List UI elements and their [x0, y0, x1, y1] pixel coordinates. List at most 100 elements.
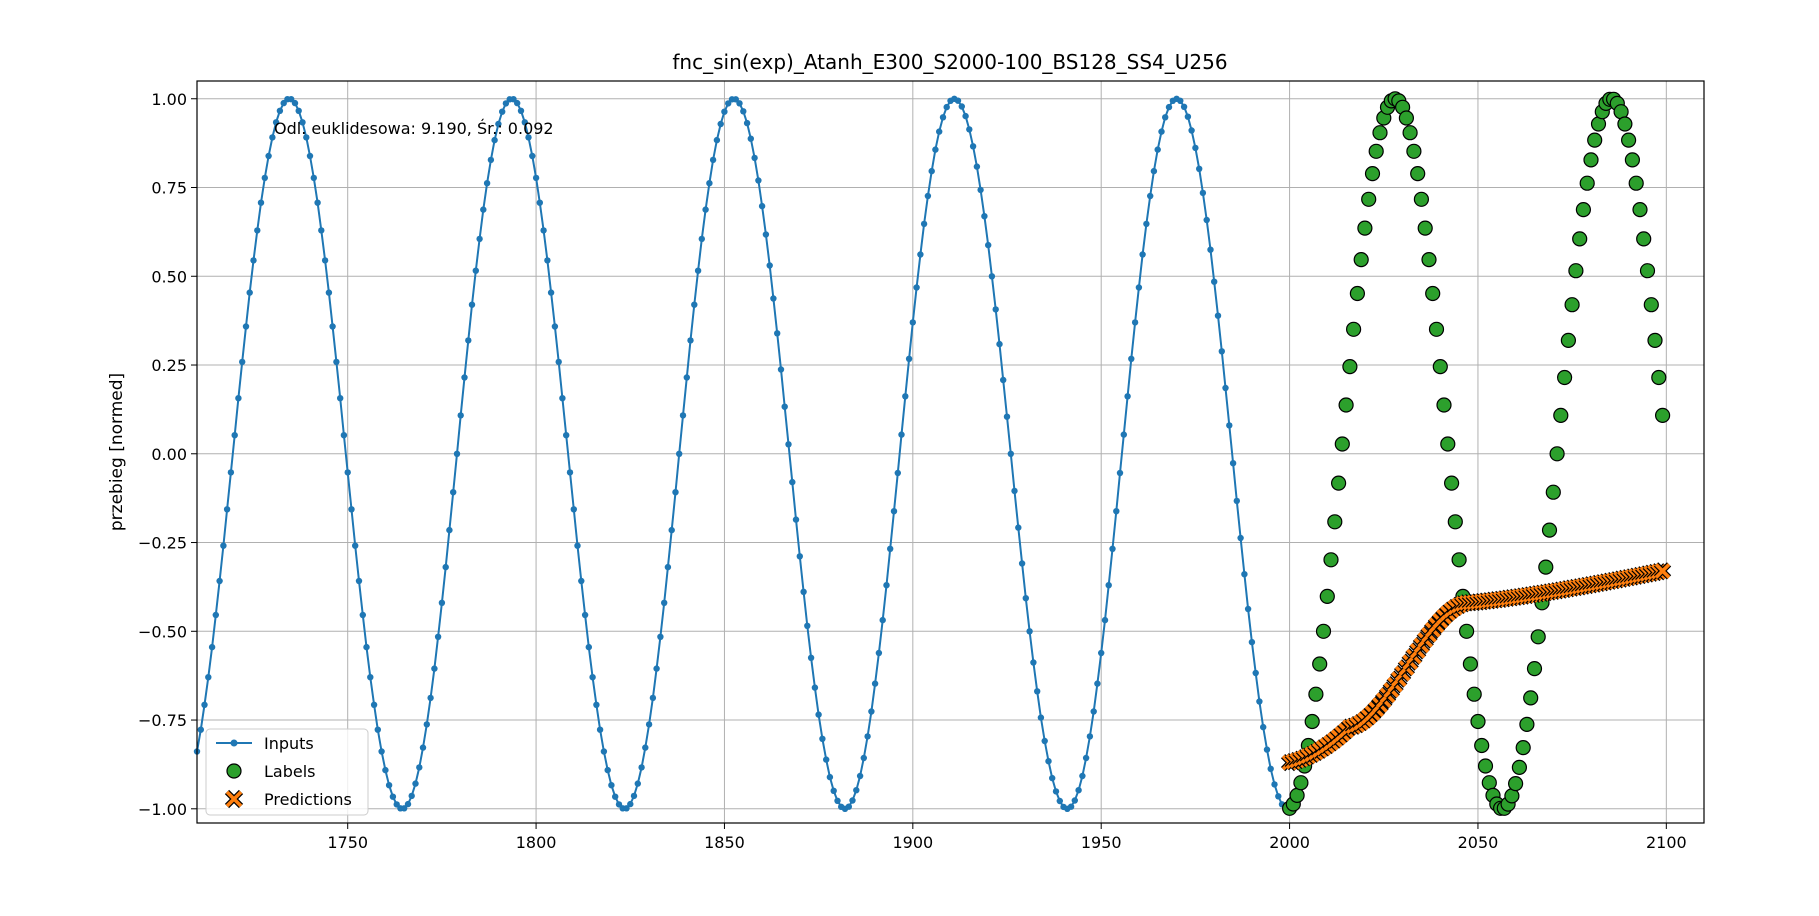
- inputs-point: [627, 800, 634, 808]
- distance-annotation: Odl. euklidesowa: 9.190, Śr.: 0.092: [274, 119, 554, 138]
- inputs-point: [235, 395, 242, 402]
- inputs-point: [1000, 376, 1007, 384]
- x-tick-label: 1800: [516, 833, 557, 852]
- label-point: [1481, 775, 1497, 791]
- inputs-series-line: [196, 97, 1287, 810]
- inputs-point: [642, 744, 649, 751]
- inputs-point: [525, 134, 532, 141]
- inputs-point: [1139, 251, 1146, 258]
- x-tick-label: 2000: [1269, 833, 1310, 852]
- inputs-point: [823, 756, 830, 763]
- inputs-point: [1052, 788, 1060, 795]
- inputs-point: [442, 563, 449, 571]
- inputs-point: [517, 107, 525, 115]
- inputs-point: [819, 735, 826, 742]
- y-tick-label: 1.00: [151, 90, 187, 109]
- y-tick-label: 0.50: [151, 267, 187, 286]
- inputs-point: [1214, 312, 1222, 319]
- inputs-point: [295, 107, 302, 115]
- x-tick-label: 1850: [704, 833, 745, 852]
- inputs-point: [468, 301, 476, 308]
- inputs-point: [702, 206, 709, 213]
- y-tick-label: 0.75: [151, 179, 187, 198]
- inputs-point: [1275, 793, 1282, 800]
- inputs-point: [883, 582, 890, 589]
- inputs-point: [404, 800, 412, 808]
- inputs-point: [988, 273, 996, 280]
- inputs-point: [265, 152, 272, 160]
- label-point: [1406, 143, 1422, 159]
- inputs-point: [585, 643, 592, 651]
- inputs-point: [1260, 723, 1267, 731]
- inputs-point: [1022, 595, 1029, 602]
- inputs-point: [367, 674, 374, 681]
- inputs-point: [860, 754, 867, 762]
- label-point: [1417, 220, 1433, 236]
- inputs-point: [291, 99, 299, 107]
- inputs-point: [1154, 146, 1161, 153]
- label-point: [1312, 656, 1328, 672]
- label-point: [1583, 152, 1599, 168]
- plot-frame: [196, 80, 1705, 824]
- inputs-point: [438, 599, 446, 606]
- label-point: [1304, 713, 1320, 730]
- label-point: [1654, 407, 1671, 423]
- inputs-point: [687, 337, 694, 344]
- legend-box: [205, 728, 369, 816]
- inputs-point: [958, 103, 965, 110]
- inputs-point: [1150, 167, 1158, 175]
- inputs-point: [212, 611, 219, 619]
- inputs-point: [419, 744, 427, 751]
- legend-inputs-marker: [230, 739, 238, 747]
- legend-labels-marker: [226, 763, 242, 779]
- inputs-point: [1147, 192, 1154, 200]
- inputs-point: [536, 199, 543, 206]
- label-point: [1319, 588, 1335, 605]
- inputs-point: [871, 680, 879, 687]
- inputs-point: [902, 393, 909, 400]
- label-point: [1338, 397, 1354, 413]
- inputs-point: [1056, 797, 1064, 805]
- inputs-point: [1026, 628, 1033, 635]
- inputs-point: [401, 805, 408, 812]
- inputs-point: [774, 330, 781, 337]
- inputs-point: [1184, 113, 1192, 120]
- inputs-point: [593, 701, 600, 708]
- inputs-point: [936, 128, 943, 135]
- legend-predictions-label: Predictions: [264, 790, 352, 809]
- inputs-point: [596, 726, 604, 733]
- label-point: [1458, 623, 1475, 639]
- label-point: [1345, 321, 1362, 337]
- inputs-point: [634, 780, 641, 787]
- inputs-point: [657, 633, 664, 640]
- inputs-point: [423, 721, 430, 728]
- label-point: [1636, 231, 1652, 247]
- label-point: [1315, 623, 1332, 639]
- inputs-point: [1135, 284, 1143, 291]
- inputs-point: [1098, 649, 1105, 657]
- label-point: [1549, 446, 1565, 462]
- inputs-point: [1030, 659, 1037, 666]
- label-point: [1545, 484, 1561, 500]
- inputs-point: [800, 588, 807, 595]
- inputs-point: [487, 156, 495, 164]
- inputs-point: [755, 177, 762, 184]
- y-tick-label: 0.25: [151, 356, 187, 375]
- inputs-point: [694, 267, 702, 274]
- inputs-point: [250, 257, 257, 264]
- inputs-point: [1090, 708, 1097, 715]
- inputs-point: [337, 395, 344, 402]
- inputs-point: [1116, 469, 1124, 477]
- inputs-point: [318, 227, 325, 234]
- inputs-point: [374, 726, 381, 733]
- inputs-point: [830, 787, 837, 794]
- label-point: [1357, 220, 1373, 236]
- inputs-point: [566, 469, 574, 476]
- x-tick-label: 2100: [1646, 833, 1687, 852]
- label-point: [1560, 332, 1577, 348]
- inputs-point: [325, 289, 333, 296]
- inputs-point: [1128, 355, 1135, 362]
- label-point: [1443, 475, 1460, 491]
- label-point: [1364, 166, 1381, 182]
- inputs-point: [540, 227, 547, 234]
